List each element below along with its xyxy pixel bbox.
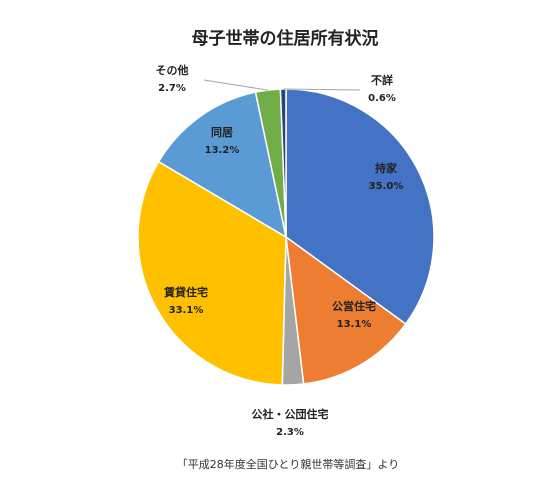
slice-value-1: 13.1% [337,319,372,330]
slice-label-1: 公営住宅 [332,299,376,313]
pie-slice-4 [157,91,288,239]
slice-value-2: 2.3% [276,427,304,438]
leader-line-5 [203,79,268,91]
slice-label-4: 同居 [211,126,233,139]
pie-slice-0 [285,88,435,326]
slice-value-4: 13.2% [205,145,240,156]
slice-value-6: 0.6% [368,93,396,104]
leader-line-6 [283,88,361,91]
slice-label-0: 持家 [375,161,398,175]
slice-label-3: 賃貸住宅 [163,285,208,299]
slice-label-6: 不詳 [371,73,393,87]
pie-slice-1 [285,235,407,385]
chart-title: 母子世帯の住居所有状況 [192,28,379,49]
slice-value-0: 35.0% [369,181,404,192]
leader-lines [203,79,361,91]
slice-labels: 持家 35.0% 公営住宅 13.1% 公社・公団住宅 2.3% 賃貸住宅 33.1% 同居 13… [156,63,404,438]
slice-value-3: 33.1% [169,305,204,316]
source-note: 「平成28年度全国ひとり親世帯等調査」より [177,457,399,471]
slice-label-2: 公社・公団住宅 [252,407,329,421]
pie-slices [137,88,435,386]
slice-label-5: その他 [156,63,189,77]
slice-value-5: 2.7% [158,83,186,94]
pie-slice-3 [137,160,287,386]
